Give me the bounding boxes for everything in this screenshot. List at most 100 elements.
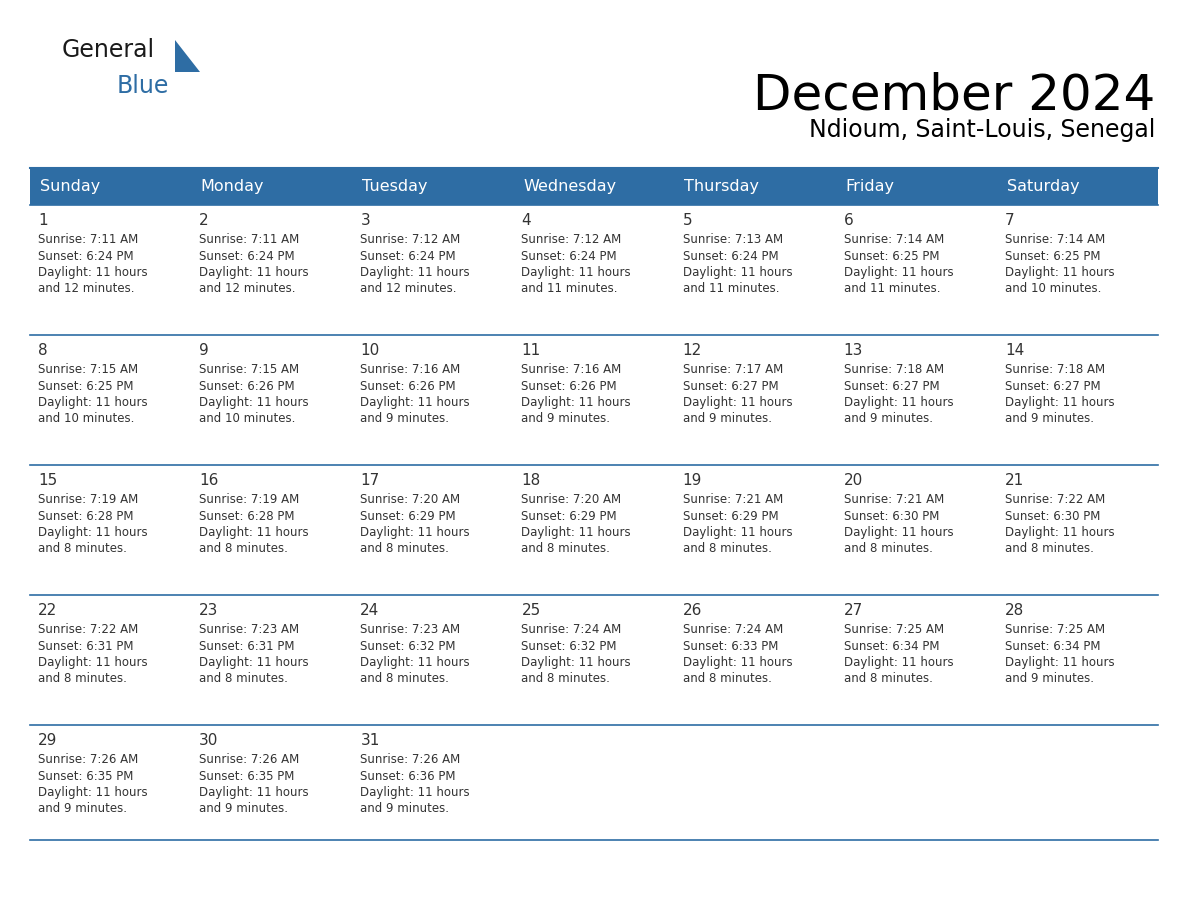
Bar	[675, 725, 835, 840]
Text: and 9 minutes.: and 9 minutes.	[522, 412, 611, 426]
Text: and 11 minutes.: and 11 minutes.	[522, 283, 618, 296]
Text: and 9 minutes.: and 9 minutes.	[38, 802, 127, 815]
Text: Sunset: 6:29 PM: Sunset: 6:29 PM	[360, 509, 456, 522]
Text: Sunrise: 7:14 AM: Sunrise: 7:14 AM	[1005, 233, 1105, 246]
Text: Daylight: 11 hours: Daylight: 11 hours	[683, 656, 792, 669]
Bar	[997, 335, 1158, 465]
Bar	[191, 465, 353, 595]
Text: Sunrise: 7:12 AM: Sunrise: 7:12 AM	[360, 233, 461, 246]
Bar	[835, 205, 997, 335]
Text: and 8 minutes.: and 8 minutes.	[38, 673, 127, 686]
Bar	[997, 465, 1158, 595]
Text: Daylight: 11 hours: Daylight: 11 hours	[360, 396, 470, 409]
Text: Sunset: 6:25 PM: Sunset: 6:25 PM	[843, 250, 940, 263]
Text: Blue: Blue	[116, 74, 170, 98]
Text: Daylight: 11 hours: Daylight: 11 hours	[522, 656, 631, 669]
Text: General: General	[62, 38, 156, 62]
Text: 23: 23	[200, 603, 219, 618]
Text: Friday: Friday	[846, 179, 895, 194]
Bar	[997, 725, 1158, 840]
Text: and 12 minutes.: and 12 minutes.	[200, 283, 296, 296]
Text: Sunset: 6:33 PM: Sunset: 6:33 PM	[683, 640, 778, 653]
Text: and 9 minutes.: and 9 minutes.	[360, 802, 449, 815]
Bar	[30, 205, 191, 335]
Text: Sunrise: 7:26 AM: Sunrise: 7:26 AM	[200, 753, 299, 766]
Text: 7: 7	[1005, 213, 1015, 228]
Text: 13: 13	[843, 343, 864, 358]
Text: Daylight: 11 hours: Daylight: 11 hours	[522, 266, 631, 279]
Text: 29: 29	[38, 733, 57, 748]
Text: and 8 minutes.: and 8 minutes.	[200, 673, 287, 686]
Text: and 8 minutes.: and 8 minutes.	[843, 673, 933, 686]
Text: 3: 3	[360, 213, 371, 228]
Text: Sunrise: 7:13 AM: Sunrise: 7:13 AM	[683, 233, 783, 246]
Text: 10: 10	[360, 343, 380, 358]
Text: Sunrise: 7:22 AM: Sunrise: 7:22 AM	[38, 623, 138, 636]
Bar	[997, 205, 1158, 335]
Text: and 10 minutes.: and 10 minutes.	[38, 412, 134, 426]
Text: Daylight: 11 hours: Daylight: 11 hours	[843, 396, 954, 409]
Text: Sunset: 6:24 PM: Sunset: 6:24 PM	[522, 250, 617, 263]
Text: and 8 minutes.: and 8 minutes.	[522, 673, 611, 686]
Text: Daylight: 11 hours: Daylight: 11 hours	[38, 786, 147, 799]
Text: 2: 2	[200, 213, 209, 228]
Bar	[675, 335, 835, 465]
Text: Daylight: 11 hours: Daylight: 11 hours	[683, 266, 792, 279]
Text: Daylight: 11 hours: Daylight: 11 hours	[38, 266, 147, 279]
Text: Daylight: 11 hours: Daylight: 11 hours	[843, 656, 954, 669]
Text: 6: 6	[843, 213, 853, 228]
Text: Sunset: 6:35 PM: Sunset: 6:35 PM	[200, 769, 295, 782]
Text: 27: 27	[843, 603, 862, 618]
Text: Sunrise: 7:18 AM: Sunrise: 7:18 AM	[843, 363, 944, 376]
Text: Sunrise: 7:21 AM: Sunrise: 7:21 AM	[683, 493, 783, 506]
Text: Daylight: 11 hours: Daylight: 11 hours	[200, 266, 309, 279]
Text: Sunset: 6:24 PM: Sunset: 6:24 PM	[360, 250, 456, 263]
Text: and 8 minutes.: and 8 minutes.	[360, 543, 449, 555]
Text: Daylight: 11 hours: Daylight: 11 hours	[1005, 656, 1114, 669]
Text: 18: 18	[522, 473, 541, 488]
Bar	[191, 595, 353, 725]
Text: Sunrise: 7:26 AM: Sunrise: 7:26 AM	[360, 753, 461, 766]
Text: 11: 11	[522, 343, 541, 358]
Text: Sunday: Sunday	[39, 179, 100, 194]
Text: Daylight: 11 hours: Daylight: 11 hours	[522, 526, 631, 539]
Text: Sunrise: 7:17 AM: Sunrise: 7:17 AM	[683, 363, 783, 376]
Text: Daylight: 11 hours: Daylight: 11 hours	[200, 396, 309, 409]
Text: Sunrise: 7:24 AM: Sunrise: 7:24 AM	[522, 623, 621, 636]
Text: 1: 1	[38, 213, 48, 228]
Text: 25: 25	[522, 603, 541, 618]
Text: Sunrise: 7:12 AM: Sunrise: 7:12 AM	[522, 233, 621, 246]
Text: Sunset: 6:34 PM: Sunset: 6:34 PM	[843, 640, 940, 653]
Bar	[835, 725, 997, 840]
Text: Sunrise: 7:16 AM: Sunrise: 7:16 AM	[522, 363, 621, 376]
Text: Sunrise: 7:16 AM: Sunrise: 7:16 AM	[360, 363, 461, 376]
Text: and 11 minutes.: and 11 minutes.	[843, 283, 940, 296]
Text: Daylight: 11 hours: Daylight: 11 hours	[38, 396, 147, 409]
Text: and 8 minutes.: and 8 minutes.	[38, 543, 127, 555]
Polygon shape	[175, 40, 200, 72]
Text: and 12 minutes.: and 12 minutes.	[360, 283, 457, 296]
Text: Wednesday: Wednesday	[523, 179, 617, 194]
Text: Sunrise: 7:21 AM: Sunrise: 7:21 AM	[843, 493, 944, 506]
Text: Daylight: 11 hours: Daylight: 11 hours	[38, 526, 147, 539]
Bar	[835, 595, 997, 725]
Text: and 9 minutes.: and 9 minutes.	[200, 802, 289, 815]
Bar	[30, 725, 191, 840]
Text: Daylight: 11 hours: Daylight: 11 hours	[683, 396, 792, 409]
Text: and 8 minutes.: and 8 minutes.	[522, 543, 611, 555]
Text: Daylight: 11 hours: Daylight: 11 hours	[38, 656, 147, 669]
Text: and 8 minutes.: and 8 minutes.	[1005, 543, 1094, 555]
Bar	[513, 465, 675, 595]
Text: 30: 30	[200, 733, 219, 748]
Bar	[191, 205, 353, 335]
Text: 19: 19	[683, 473, 702, 488]
Text: Sunset: 6:24 PM: Sunset: 6:24 PM	[200, 250, 295, 263]
Bar	[997, 595, 1158, 725]
Bar	[353, 725, 513, 840]
Text: and 9 minutes.: and 9 minutes.	[1005, 412, 1094, 426]
Text: 22: 22	[38, 603, 57, 618]
Text: and 9 minutes.: and 9 minutes.	[843, 412, 933, 426]
Text: Sunset: 6:27 PM: Sunset: 6:27 PM	[843, 379, 940, 393]
Text: 14: 14	[1005, 343, 1024, 358]
Text: and 8 minutes.: and 8 minutes.	[360, 673, 449, 686]
